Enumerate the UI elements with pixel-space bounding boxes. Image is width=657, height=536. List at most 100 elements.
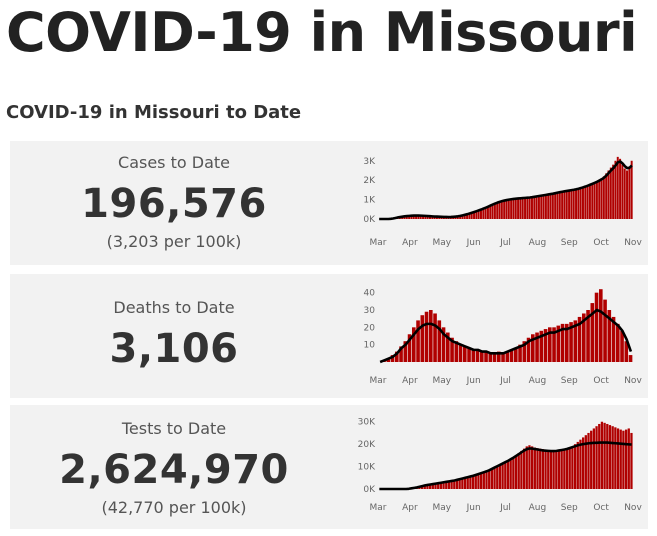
y-tick-label: 30	[364, 306, 376, 316]
bar	[598, 179, 601, 219]
bar	[504, 462, 507, 489]
bar	[548, 327, 552, 362]
bar	[525, 446, 528, 489]
bar	[522, 448, 526, 489]
bar	[482, 208, 485, 219]
bar	[408, 215, 411, 219]
bar	[417, 215, 420, 219]
bar	[426, 484, 429, 489]
x-tick-label: Jun	[466, 238, 481, 248]
bar	[572, 189, 575, 219]
bar	[621, 164, 624, 219]
bar	[568, 447, 571, 489]
bar	[442, 481, 445, 489]
tests-per-100k: (42,770 per 100k)	[101, 498, 247, 517]
bar	[586, 185, 589, 219]
bar	[424, 215, 427, 219]
tests-card: Tests to Date 2,624,970 (42,770 per 100k…	[10, 405, 648, 529]
bar	[500, 200, 503, 219]
bar	[420, 315, 425, 362]
bar	[560, 449, 563, 489]
x-tick-label: Nov	[624, 376, 642, 386]
bar	[482, 471, 485, 489]
tests-label: Tests to Date	[121, 419, 227, 438]
bar	[582, 313, 586, 362]
bar	[612, 164, 615, 219]
bar	[459, 215, 462, 219]
x-tick-label: Jun	[466, 376, 481, 386]
bar	[509, 459, 512, 489]
bar	[584, 435, 587, 489]
bar	[565, 190, 568, 219]
bar	[467, 348, 471, 362]
bar	[531, 446, 534, 489]
bar	[453, 480, 456, 489]
bar	[463, 477, 467, 489]
bar	[541, 449, 545, 489]
bar	[493, 202, 496, 219]
bar	[437, 482, 440, 489]
x-tick-label: Jul	[499, 503, 511, 513]
bar	[537, 195, 540, 219]
bar	[543, 329, 548, 362]
bar	[539, 448, 542, 489]
bar	[486, 206, 489, 219]
bar	[556, 192, 559, 219]
cases-card: Cases to Date 196,576 (3,203 per 100k) 0…	[10, 141, 648, 265]
bar	[616, 428, 620, 489]
bar	[565, 323, 569, 362]
y-tick-label: 30K	[358, 418, 376, 428]
bar	[627, 428, 630, 489]
bar	[528, 445, 531, 489]
bar	[510, 198, 513, 219]
bar	[552, 327, 556, 362]
bar	[600, 421, 604, 489]
bar	[579, 439, 582, 489]
bar	[512, 198, 515, 219]
bar	[626, 170, 629, 219]
bar	[586, 310, 590, 362]
deaths-sparkline: 10 20 30 40 Mar Apr May Jun Jul Aug Sep Oct Nov	[364, 289, 643, 386]
bar	[531, 196, 533, 219]
bar	[616, 156, 619, 219]
deaths-card: Deaths to Date 3,106 10 20 30 40 Mar Apr May Ju…	[10, 274, 648, 398]
bar	[592, 428, 596, 489]
bar	[551, 193, 554, 219]
y-tick-label: 20K	[358, 440, 376, 450]
bar	[521, 197, 524, 219]
cases-value: 196,576	[81, 181, 267, 227]
bar	[490, 468, 494, 489]
bar	[423, 484, 426, 489]
bar	[628, 355, 633, 362]
bar	[412, 327, 416, 362]
bar	[611, 316, 616, 362]
bar	[620, 330, 624, 362]
bar	[556, 325, 561, 362]
bar	[619, 429, 622, 489]
bar	[514, 455, 518, 489]
bar	[399, 346, 403, 362]
bar	[630, 160, 633, 219]
bar	[492, 353, 497, 362]
bar	[549, 450, 553, 489]
x-tick-label: Mar	[370, 238, 387, 248]
y-tick-label: 10	[364, 341, 376, 351]
y-tick-label: 3K	[363, 157, 376, 167]
bar	[563, 449, 566, 489]
bar	[407, 334, 412, 362]
x-tick-label: Nov	[624, 503, 642, 513]
bar	[579, 187, 582, 219]
bar	[429, 216, 431, 219]
x-tick-label: Apr	[402, 503, 418, 513]
bar	[433, 216, 436, 219]
bar	[602, 176, 605, 219]
bar	[563, 191, 566, 219]
bar	[614, 427, 617, 489]
y-tick-label: 10K	[358, 463, 376, 473]
bar	[429, 484, 432, 489]
y-tick-label: 0K	[363, 215, 376, 225]
deaths-value: 3,106	[109, 326, 239, 372]
x-tick-label: Aug	[529, 238, 547, 248]
bar	[557, 449, 561, 489]
bar	[609, 167, 612, 219]
